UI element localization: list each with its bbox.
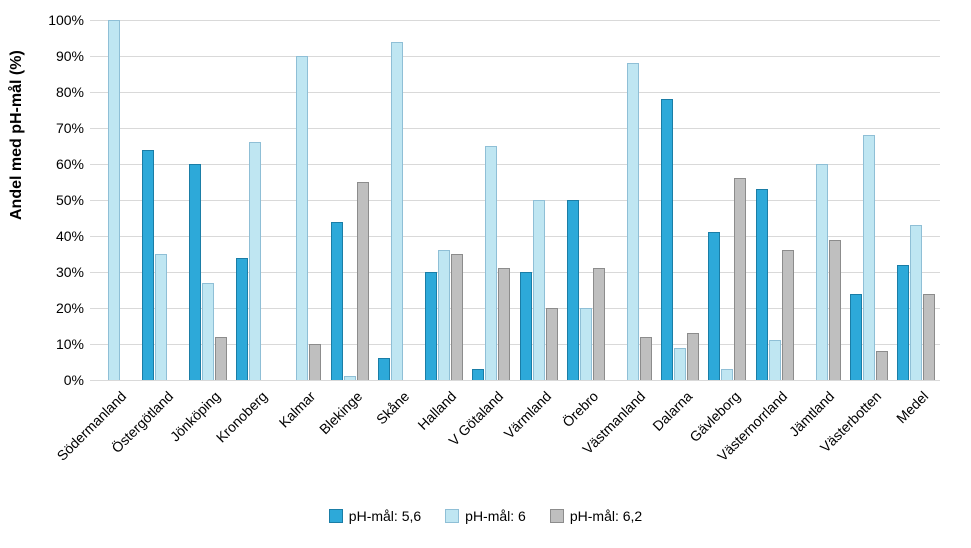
legend-swatch	[329, 509, 343, 523]
bar	[108, 20, 120, 380]
bar	[863, 135, 875, 380]
y-tick-label: 50%	[42, 192, 90, 208]
bar-group	[515, 20, 562, 380]
bar	[627, 63, 639, 380]
legend-item: pH-mål: 6	[445, 508, 526, 524]
bar-group	[279, 20, 326, 380]
bar-group	[704, 20, 751, 380]
legend-label: pH-mål: 6,2	[570, 508, 642, 524]
bar-cluster	[803, 20, 841, 380]
bar-cluster	[567, 20, 605, 380]
bar-group	[184, 20, 231, 380]
bar-cluster	[472, 20, 510, 380]
bar-cluster	[378, 20, 416, 380]
bar	[142, 150, 154, 380]
bar	[593, 268, 605, 380]
bar	[451, 254, 463, 380]
bar-cluster	[283, 20, 321, 380]
bar	[829, 240, 841, 380]
legend-swatch	[445, 509, 459, 523]
bar-cluster	[661, 20, 699, 380]
plot-area: 0%10%20%30%40%50%60%70%80%90%100%	[90, 20, 940, 381]
bar-group	[609, 20, 656, 380]
bar-group	[751, 20, 798, 380]
bar-cluster	[897, 20, 935, 380]
bar-cluster	[614, 20, 652, 380]
y-tick-label: 0%	[42, 372, 90, 388]
bar	[782, 250, 794, 380]
bar-cluster	[756, 20, 794, 380]
bar-group	[846, 20, 893, 380]
bar-group	[373, 20, 420, 380]
y-tick-label: 20%	[42, 300, 90, 316]
y-axis-title: Andel med pH-mål (%)	[8, 50, 26, 220]
bar-cluster	[425, 20, 463, 380]
bar	[756, 189, 768, 380]
bar	[296, 56, 308, 380]
bar-cluster	[520, 20, 558, 380]
bar-group	[798, 20, 845, 380]
bar	[498, 268, 510, 380]
bar	[485, 146, 497, 380]
bar	[344, 376, 356, 380]
bar-group	[137, 20, 184, 380]
bar	[438, 250, 450, 380]
bar-cluster	[708, 20, 746, 380]
x-axis-labels: SödermanlandÖstergötlandJönköpingKronobe…	[90, 382, 940, 502]
bar	[734, 178, 746, 380]
bar-group	[657, 20, 704, 380]
legend-item: pH-mål: 6,2	[550, 508, 642, 524]
legend-label: pH-mål: 6	[465, 508, 526, 524]
chart-container: Andel med pH-mål (%) 0%10%20%30%40%50%60…	[0, 0, 971, 548]
bar-group	[893, 20, 940, 380]
bar-cluster	[331, 20, 369, 380]
legend-swatch	[550, 509, 564, 523]
bar	[331, 222, 343, 380]
legend-label: pH-mål: 5,6	[349, 508, 421, 524]
bar	[357, 182, 369, 380]
y-tick-label: 90%	[42, 48, 90, 64]
y-tick-label: 80%	[42, 84, 90, 100]
bar-group	[326, 20, 373, 380]
bar	[391, 42, 403, 380]
legend-item: pH-mål: 5,6	[329, 508, 421, 524]
bar-cluster	[95, 20, 133, 380]
bar	[661, 99, 673, 380]
bar-cluster	[189, 20, 227, 380]
bar-group	[562, 20, 609, 380]
bar-group	[468, 20, 515, 380]
y-tick-label: 10%	[42, 336, 90, 352]
bar-cluster	[850, 20, 888, 380]
y-tick-label: 30%	[42, 264, 90, 280]
bar	[189, 164, 201, 380]
bar-group	[232, 20, 279, 380]
bar-group	[90, 20, 137, 380]
legend: pH-mål: 5,6 pH-mål: 6 pH-mål: 6,2	[0, 508, 971, 524]
bar-group	[421, 20, 468, 380]
y-tick-label: 60%	[42, 156, 90, 172]
y-tick-label: 100%	[42, 12, 90, 28]
y-tick-label: 70%	[42, 120, 90, 136]
bar-cluster	[236, 20, 274, 380]
y-tick-label: 40%	[42, 228, 90, 244]
bar-cluster	[142, 20, 180, 380]
